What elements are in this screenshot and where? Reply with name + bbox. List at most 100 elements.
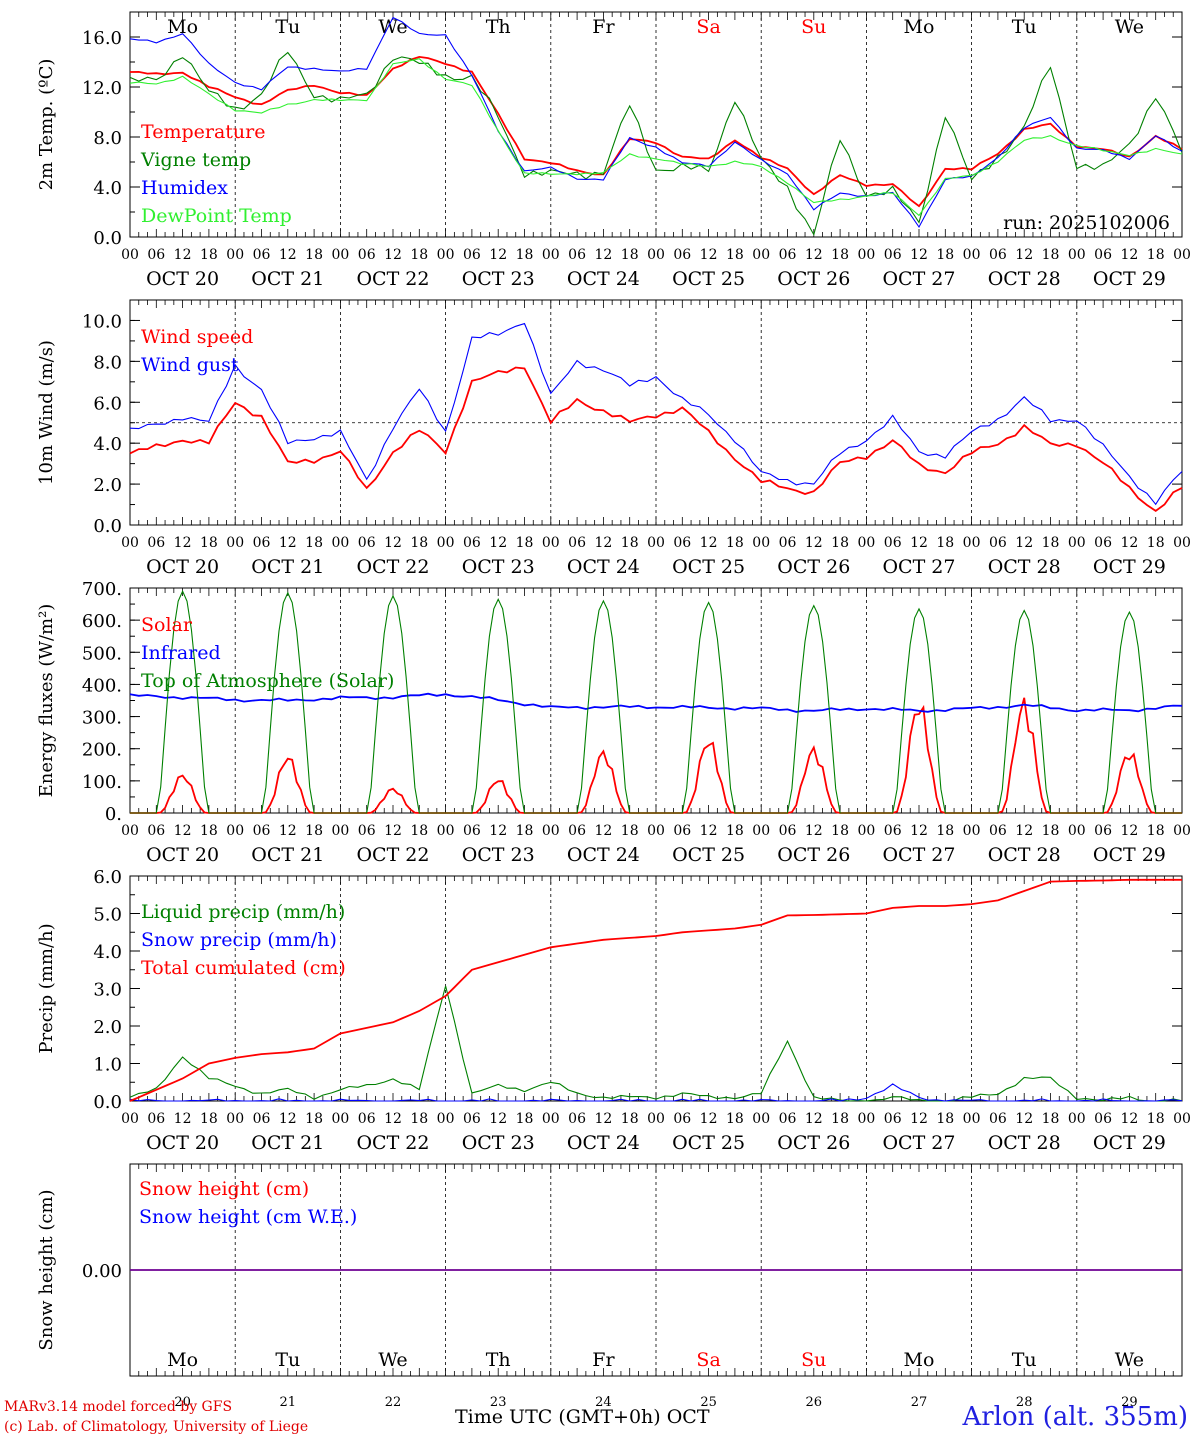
wind-hour-label: 18: [936, 535, 954, 551]
precip-hour-label: 18: [410, 1111, 428, 1127]
wind-hour-label: 06: [147, 535, 165, 551]
wind-hour-label: 06: [673, 535, 691, 551]
temp-ytick-label: 12.0: [82, 78, 122, 99]
precip-hour-label: 06: [568, 1111, 586, 1127]
wind-hour-label: 18: [621, 535, 639, 551]
precip-hour-label: 06: [253, 1111, 271, 1127]
wind-date-label: OCT 21: [251, 556, 324, 578]
energy-date-label: OCT 23: [462, 844, 535, 866]
energy-ytick-label: 100.: [82, 772, 122, 793]
temp-dow-label: Tu: [1012, 16, 1037, 38]
footer-model: MARv3.14 model forced by GFS: [4, 1399, 233, 1415]
wind-hour-label: 06: [568, 535, 586, 551]
energy-hour-label: 12: [594, 823, 612, 839]
temp-frame: [129, 11, 1183, 238]
precip-hour-label: 00: [752, 1111, 770, 1127]
precip-hour-label: 06: [358, 1111, 376, 1127]
snow-dow-label: We: [1115, 1349, 1144, 1371]
energy-hour-label: 00: [121, 823, 139, 839]
day-number-label: 21: [280, 1395, 297, 1410]
snow-dow-label: Mo: [167, 1349, 198, 1371]
wind-hour-label: 06: [884, 535, 902, 551]
temp-date-label: OCT 28: [988, 268, 1061, 290]
precip-ytick-label: 0.0: [93, 1092, 122, 1113]
precip-date-label: OCT 29: [1093, 1132, 1166, 1154]
temp-hour-label: 18: [1147, 247, 1165, 263]
energy-hour-label: 00: [857, 823, 875, 839]
wind-hour-label: 12: [805, 535, 823, 551]
energy-series-infrared: [129, 692, 1183, 713]
precip-series-total-cumulated-cm-: [129, 878, 1182, 1102]
energy-hour-label: 00: [1068, 823, 1086, 839]
wind-hour-label: 00: [752, 535, 770, 551]
energy-date-label: OCT 26: [777, 844, 850, 866]
temp-hour-label: 18: [200, 247, 218, 263]
wind-date-label: OCT 27: [882, 556, 955, 578]
temp-hour-label: 06: [253, 247, 271, 263]
energy-hour-label: 12: [384, 823, 402, 839]
energy-legend-0: Solar: [141, 614, 193, 636]
energy-hour-label: 18: [1147, 823, 1165, 839]
wind-hour-label: 18: [1147, 535, 1165, 551]
temp-legend-3: DewPoint Temp: [141, 205, 292, 227]
precip-hour-label: 18: [1042, 1111, 1060, 1127]
wind-series-group: [129, 322, 1183, 512]
footer-lab: (c) Lab. of Climatology, University of L…: [4, 1419, 309, 1435]
wind-hour-label: 00: [647, 535, 665, 551]
energy-ytick-label: 0.: [105, 804, 122, 825]
wind-hour-label: 12: [174, 535, 192, 551]
temp-dow-label: Sa: [696, 16, 720, 38]
precip-hour-label: 18: [936, 1111, 954, 1127]
snow-dow-label: Fr: [592, 1349, 615, 1371]
wind-date-label: OCT 25: [672, 556, 745, 578]
precip-hour-label: 00: [1173, 1111, 1191, 1127]
wind-hour-label: 06: [779, 535, 797, 551]
energy-hour-label: 18: [831, 823, 849, 839]
precip-date-label: OCT 22: [356, 1132, 429, 1154]
precip-hour-label: 18: [831, 1111, 849, 1127]
precip-hour-label: 12: [594, 1111, 612, 1127]
precip-hour-label: 00: [1068, 1111, 1086, 1127]
energy-date-label: OCT 21: [251, 844, 324, 866]
precip-date-label: OCT 24: [567, 1132, 640, 1154]
wind-date-label: OCT 29: [1093, 556, 1166, 578]
temp-hour-label: 00: [752, 247, 770, 263]
snow-dow-label: Tu: [1012, 1349, 1037, 1371]
temp-date-label: OCT 23: [462, 268, 535, 290]
precip-date-label: OCT 27: [882, 1132, 955, 1154]
temp-hour-label: 12: [1015, 247, 1033, 263]
temp-hour-label: 06: [1094, 247, 1112, 263]
temp-date-label: OCT 24: [567, 268, 640, 290]
day-number-label: 20: [174, 1395, 191, 1410]
energy-hour-label: 12: [1120, 823, 1138, 839]
energy-date-label: OCT 20: [146, 844, 219, 866]
precip-hour-label: 06: [779, 1111, 797, 1127]
snow-ytick-label: 0.00: [82, 1261, 122, 1282]
energy-ytick-label: 500.: [82, 643, 122, 664]
energy-hour-label: 00: [437, 823, 455, 839]
temp-ylabel: 2m Temp. (ºC): [36, 59, 57, 191]
wind-hour-label: 18: [831, 535, 849, 551]
temp-series-vigne-temp: [129, 51, 1183, 237]
temp-hour-label: 00: [226, 247, 244, 263]
precip-hour-label: 12: [700, 1111, 718, 1127]
temp-ytick-label: 0.0: [93, 228, 122, 249]
energy-hour-label: 12: [174, 823, 192, 839]
temp-date-label: OCT 25: [672, 268, 745, 290]
energy-hour-label: 06: [884, 823, 902, 839]
precip-date-label: OCT 23: [462, 1132, 535, 1154]
energy-hour-label: 18: [410, 823, 428, 839]
temp-hour-label: 18: [726, 247, 744, 263]
energy-hour-label: 06: [463, 823, 481, 839]
temp-dow-label: Th: [486, 16, 511, 38]
precip-ylabel: Precip (mm/h): [36, 923, 57, 1053]
temp-hour-label: 00: [857, 247, 875, 263]
temp-date-label: OCT 21: [251, 268, 324, 290]
wind-hour-label: 06: [253, 535, 271, 551]
temp-hour-label: 00: [1173, 247, 1191, 263]
temp-date-label: OCT 26: [777, 268, 850, 290]
precip-ytick-label: 4.0: [93, 942, 122, 963]
temp-hour-label: 18: [1042, 247, 1060, 263]
wind-hour-label: 06: [463, 535, 481, 551]
